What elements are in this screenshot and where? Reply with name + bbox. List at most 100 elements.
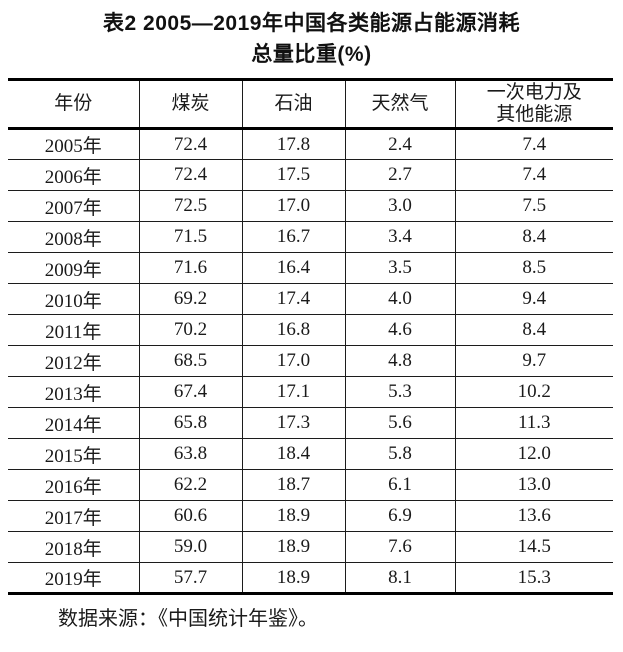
- cell-coal: 71.6: [138, 252, 242, 284]
- cell-other: 10.2: [454, 376, 613, 408]
- cell-oil: 17.0: [241, 345, 345, 377]
- cell-year: 2018年: [44, 538, 102, 560]
- cell-year: 2005年: [44, 136, 102, 157]
- cell-gas: 4.8: [344, 345, 455, 377]
- cell-oil: 18.9: [241, 500, 345, 532]
- col-header-other: 一次电力及 其他能源: [454, 79, 613, 129]
- table-title: 表2 2005—2019年中国各类能源占能源消耗 总量比重(%): [0, 0, 623, 70]
- table-row: 2007年 72.5 17.0 3.0 7.5: [8, 190, 613, 222]
- cell-oil: 16.4: [241, 252, 345, 284]
- data-source-note: 数据来源：《中国统计年鉴》。: [58, 608, 318, 630]
- cell-oil: 17.8: [241, 128, 345, 160]
- cell-oil: 17.3: [241, 407, 345, 439]
- cell-year: 2008年: [44, 228, 102, 250]
- table-row: 2011年 70.2 16.8 4.6 8.4: [8, 314, 613, 346]
- cell-gas: 4.0: [344, 283, 455, 315]
- cell-oil: 18.9: [241, 531, 345, 563]
- cell-coal: 65.8: [138, 407, 242, 439]
- cell-year: 2019年: [44, 569, 102, 590]
- table-row: 2005年 72.4 17.8 2.4 7.4: [8, 128, 613, 160]
- cell-other: 8.4: [454, 221, 613, 253]
- energy-share-table: 年份 煤炭 石油 天然气 一次电力及 其他能源 2005年 72.4 17.8 2.4…: [8, 78, 613, 595]
- cell-oil: 17.5: [241, 159, 345, 191]
- table-row: 2012年 68.5 17.0 4.8 9.7: [8, 345, 613, 377]
- cell-other: 7.4: [454, 159, 613, 191]
- cell-gas: 5.3: [344, 376, 455, 408]
- cell-coal: 72.4: [138, 128, 242, 160]
- table-row: 2008年 71.5 16.7 3.4 8.4: [8, 221, 613, 253]
- col-header-gas: 天然气: [344, 79, 455, 129]
- cell-coal: 67.4: [138, 376, 242, 408]
- cell-oil: 16.7: [241, 221, 345, 253]
- col-header-other-line1: 一次电力及: [486, 82, 582, 103]
- cell-year: 2016年: [44, 476, 102, 498]
- cell-year: 2009年: [44, 259, 102, 281]
- table-row: 2010年 69.2 17.4 4.0 9.4: [8, 283, 613, 315]
- cell-year: 2007年: [44, 197, 102, 219]
- cell-coal: 70.2: [138, 314, 242, 346]
- cell-gas: 2.4: [344, 128, 455, 160]
- table-body: 2005年 72.4 17.8 2.4 7.4 2006年 72.4 17.5 2.7 7.4 20…: [8, 128, 613, 594]
- cell-other: 7.5: [454, 190, 613, 222]
- table-title-line1: 表2 2005—2019年中国各类能源占能源消耗: [103, 12, 520, 35]
- col-header-other-line2: 其他能源: [496, 104, 573, 125]
- table-row: 2018年 59.0 18.9 7.6 14.5: [8, 531, 613, 563]
- cell-coal: 69.2: [138, 283, 242, 315]
- table-row: 2017年 60.6 18.9 6.9 13.6: [8, 500, 613, 532]
- table-row: 2006年 72.4 17.5 2.7 7.4: [8, 159, 613, 191]
- cell-other: 15.3: [454, 562, 613, 594]
- cell-gas: 3.5: [344, 252, 455, 284]
- cell-other: 13.0: [454, 469, 613, 501]
- cell-year: 2010年: [44, 290, 102, 312]
- cell-year: 2014年: [44, 414, 102, 436]
- table-row: 2014年 65.8 17.3 5.6 11.3: [8, 407, 613, 439]
- cell-gas: 2.7: [344, 159, 455, 191]
- cell-year: 2011年: [45, 321, 102, 343]
- table-row: 2009年 71.6 16.4 3.5 8.5: [8, 252, 613, 284]
- cell-oil: 17.0: [241, 190, 345, 222]
- table-row: 2019年 57.7 18.9 8.1 15.3: [8, 562, 613, 594]
- table-row: 2013年 67.4 17.1 5.3 10.2: [8, 376, 613, 408]
- cell-oil: 18.4: [241, 438, 345, 470]
- header-row: 年份 煤炭 石油 天然气 一次电力及 其他能源: [8, 79, 613, 129]
- cell-year: 2006年: [44, 166, 102, 188]
- cell-coal: 62.2: [138, 469, 242, 501]
- cell-oil: 18.7: [241, 469, 345, 501]
- cell-coal: 68.5: [138, 345, 242, 377]
- col-header-year: 年份: [54, 93, 93, 114]
- cell-oil: 17.1: [241, 376, 345, 408]
- cell-year: 2012年: [44, 352, 102, 374]
- cell-year: 2015年: [44, 445, 102, 467]
- col-header-oil: 石油: [241, 79, 345, 129]
- cell-other: 14.5: [454, 531, 613, 563]
- cell-gas: 7.6: [344, 531, 455, 563]
- cell-gas: 5.6: [344, 407, 455, 439]
- cell-other: 9.7: [454, 345, 613, 377]
- cell-gas: 8.1: [344, 562, 455, 594]
- cell-year: 2017年: [44, 507, 102, 529]
- table-row: 2016年 62.2 18.7 6.1 13.0: [8, 469, 613, 501]
- cell-other: 13.6: [454, 500, 613, 532]
- cell-other: 8.5: [454, 252, 613, 284]
- cell-oil: 18.9: [241, 562, 345, 594]
- cell-gas: 5.8: [344, 438, 455, 470]
- cell-coal: 57.7: [138, 562, 242, 594]
- cell-oil: 17.4: [241, 283, 345, 315]
- col-header-coal: 煤炭: [138, 79, 242, 129]
- cell-coal: 72.4: [138, 159, 242, 191]
- cell-year: 2013年: [44, 383, 102, 405]
- cell-other: 11.3: [454, 407, 613, 439]
- cell-gas: 6.1: [344, 469, 455, 501]
- cell-gas: 6.9: [344, 500, 455, 532]
- cell-coal: 63.8: [138, 438, 242, 470]
- cell-coal: 60.6: [138, 500, 242, 532]
- cell-coal: 72.5: [138, 190, 242, 222]
- cell-oil: 16.8: [241, 314, 345, 346]
- cell-other: 7.4: [454, 128, 613, 160]
- cell-coal: 59.0: [138, 531, 242, 563]
- cell-other: 8.4: [454, 314, 613, 346]
- cell-coal: 71.5: [138, 221, 242, 253]
- cell-gas: 4.6: [344, 314, 455, 346]
- cell-other: 12.0: [454, 438, 613, 470]
